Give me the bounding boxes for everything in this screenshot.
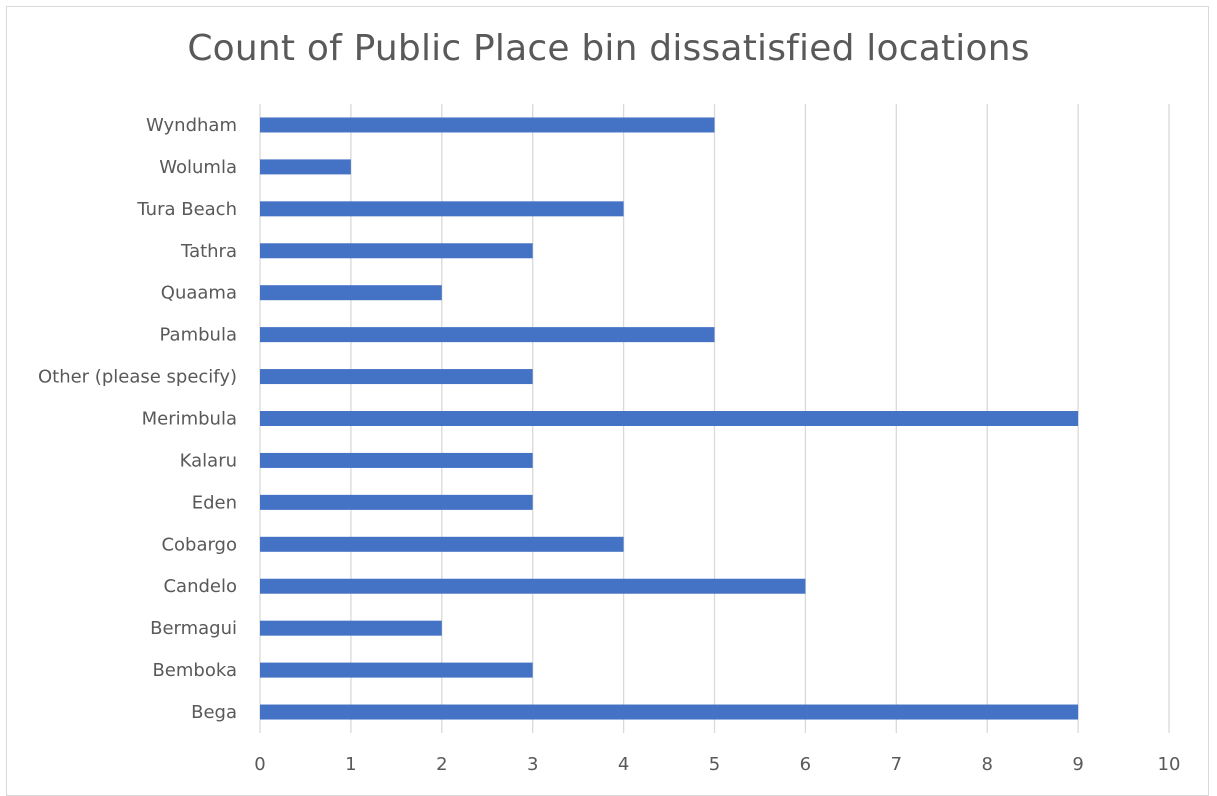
bar-tathra — [260, 243, 533, 259]
bar-wyndham — [260, 117, 715, 133]
category-labels: Bega Bemboka Bermagui Candelo Cobargo Eden Kal… — [38, 115, 237, 723]
bar-merimbula — [260, 411, 1079, 426]
category-label-candelo: Candelo — [163, 576, 237, 597]
bar-eden — [260, 494, 533, 510]
bar-tura-beach — [260, 201, 624, 217]
bar-other-please-specify — [260, 369, 533, 385]
bar-quaama — [260, 285, 442, 301]
x-tick-label-0: 0 — [254, 754, 265, 775]
bar-bemboka — [260, 662, 533, 678]
category-label-merimbula: Merimbula — [142, 409, 237, 430]
category-label-wolumla: Wolumla — [159, 157, 237, 178]
x-tick-label-5: 5 — [709, 754, 720, 775]
x-tick-label-6: 6 — [800, 754, 811, 775]
category-label-bega: Bega — [191, 702, 237, 723]
category-label-pambula: Pambula — [160, 325, 237, 346]
x-tick-label-2: 2 — [436, 754, 447, 775]
x-tick-label-4: 4 — [618, 754, 629, 775]
category-label-wyndham: Wyndham — [146, 115, 237, 136]
category-label-tura-beach: Tura Beach — [136, 199, 237, 220]
x-tick-label-8: 8 — [981, 754, 992, 775]
bar-bermagui — [260, 620, 442, 636]
bars — [260, 117, 1079, 720]
x-axis-tick-labels: 0 1 2 3 4 5 6 7 8 9 10 — [254, 754, 1180, 775]
x-tick-label-7: 7 — [891, 754, 902, 775]
bar-candelo — [260, 578, 806, 594]
bar-kalaru — [260, 452, 533, 468]
x-tick-label-3: 3 — [527, 754, 538, 775]
chart-title: Count of Public Place bin dissatisfied l… — [187, 28, 1030, 69]
bar-pambula — [260, 327, 715, 343]
x-tick-label-1: 1 — [345, 754, 356, 775]
chart-frame — [6, 6, 1209, 796]
bar-cobargo — [260, 536, 624, 552]
category-label-quaama: Quaama — [161, 283, 237, 304]
x-tick-label-9: 9 — [1072, 754, 1083, 775]
category-label-tathra: Tathra — [180, 241, 237, 262]
category-label-eden: Eden — [192, 492, 237, 513]
category-label-bemboka: Bemboka — [152, 660, 237, 681]
category-label-bermagui: Bermagui — [150, 618, 237, 639]
bar-wolumla — [260, 159, 351, 175]
category-label-cobargo: Cobargo — [161, 534, 237, 555]
category-label-kalaru: Kalaru — [180, 450, 237, 471]
category-label-other-please-specify: Other (please specify) — [38, 367, 237, 388]
x-tick-label-10: 10 — [1158, 754, 1181, 775]
bar-bega — [260, 704, 1079, 720]
